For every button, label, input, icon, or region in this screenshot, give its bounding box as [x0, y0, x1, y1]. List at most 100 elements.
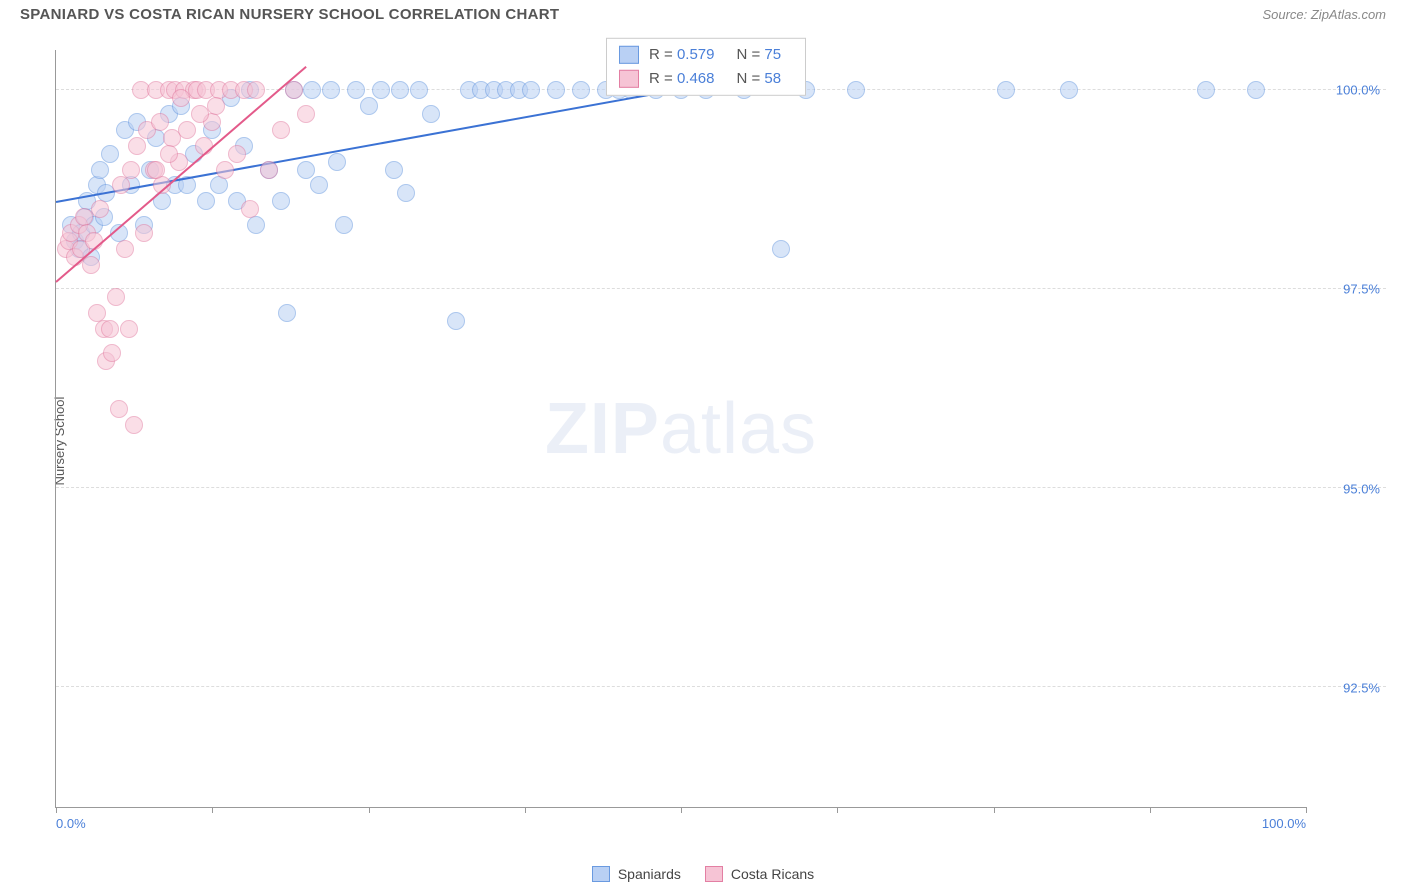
y-tick-label: 97.5% — [1343, 282, 1380, 297]
plot-area: ZIPatlas 0.0%100.0%R = 0.579N = 75R = 0.… — [55, 50, 1306, 808]
data-point — [328, 153, 346, 171]
r-value: R = 0.468 — [649, 70, 726, 87]
y-tick-label: 92.5% — [1343, 681, 1380, 696]
data-point — [1197, 81, 1215, 99]
legend-item: Spaniards — [592, 866, 681, 882]
data-point — [122, 161, 140, 179]
x-tick — [837, 807, 838, 813]
data-point — [1247, 81, 1265, 99]
data-point — [91, 200, 109, 218]
grid-line — [56, 288, 1386, 289]
data-point — [372, 81, 390, 99]
stats-row: R = 0.579 N = 75 — [607, 43, 805, 67]
y-tick-label: 100.0% — [1336, 82, 1380, 97]
data-point — [120, 320, 138, 338]
data-point — [447, 312, 465, 330]
data-point — [160, 145, 178, 163]
data-point — [303, 81, 321, 99]
data-point — [360, 97, 378, 115]
data-point — [110, 400, 128, 418]
data-point — [151, 113, 169, 131]
data-point — [422, 105, 440, 123]
data-point — [322, 81, 340, 99]
data-point — [210, 176, 228, 194]
watermark-bold: ZIP — [545, 389, 660, 469]
legend-item: Costa Ricans — [705, 866, 814, 882]
data-point — [247, 81, 265, 99]
data-point — [241, 200, 259, 218]
data-point — [410, 81, 428, 99]
data-point — [310, 176, 328, 194]
data-point — [772, 240, 790, 258]
legend-swatch — [592, 866, 610, 882]
watermark-rest: atlas — [660, 389, 817, 469]
data-point — [101, 320, 119, 338]
x-tick — [994, 807, 995, 813]
data-point — [272, 121, 290, 139]
data-point — [197, 192, 215, 210]
data-point — [178, 121, 196, 139]
data-point — [397, 184, 415, 202]
data-point — [272, 192, 290, 210]
data-point — [522, 81, 540, 99]
data-point — [207, 97, 225, 115]
data-point — [216, 161, 234, 179]
data-point — [547, 81, 565, 99]
legend-swatch — [619, 46, 639, 64]
data-point — [335, 216, 353, 234]
data-point — [128, 137, 146, 155]
data-point — [572, 81, 590, 99]
bottom-legend: Spaniards Costa Ricans — [0, 866, 1406, 882]
data-point — [228, 145, 246, 163]
data-point — [260, 161, 278, 179]
data-point — [247, 216, 265, 234]
stats-row: R = 0.468 N = 58 — [607, 67, 805, 91]
x-tick — [525, 807, 526, 813]
data-point — [101, 145, 119, 163]
data-point — [103, 344, 121, 362]
grid-line — [56, 686, 1386, 687]
data-point — [82, 256, 100, 274]
x-tick — [56, 807, 57, 813]
x-tick — [369, 807, 370, 813]
source-label: Source: ZipAtlas.com — [1262, 7, 1386, 22]
data-point — [278, 304, 296, 322]
data-point — [75, 208, 93, 226]
legend-label: Costa Ricans — [731, 866, 814, 882]
data-point — [91, 161, 109, 179]
data-point — [997, 81, 1015, 99]
grid-line — [56, 487, 1386, 488]
chart-title: SPANIARD VS COSTA RICAN NURSERY SCHOOL C… — [20, 6, 559, 23]
r-value: R = 0.579 — [649, 46, 726, 63]
legend-swatch — [705, 866, 723, 882]
data-point — [135, 224, 153, 242]
data-point — [347, 81, 365, 99]
chart-container: Nursery School ZIPatlas 0.0%100.0%R = 0.… — [40, 50, 1386, 832]
legend-label: Spaniards — [618, 866, 681, 882]
data-point — [847, 81, 865, 99]
data-point — [297, 105, 315, 123]
data-point — [172, 89, 190, 107]
n-value: N = 75 — [736, 46, 793, 63]
data-point — [147, 161, 165, 179]
x-label-min: 0.0% — [56, 816, 86, 831]
x-label-max: 100.0% — [1262, 816, 1306, 831]
data-point — [125, 416, 143, 434]
data-point — [385, 161, 403, 179]
x-tick — [1150, 807, 1151, 813]
n-value: N = 58 — [736, 70, 793, 87]
data-point — [107, 288, 125, 306]
legend-swatch — [619, 70, 639, 88]
x-tick — [681, 807, 682, 813]
data-point — [1060, 81, 1078, 99]
data-point — [112, 176, 130, 194]
data-point — [191, 105, 209, 123]
y-tick-label: 95.0% — [1343, 481, 1380, 496]
data-point — [116, 240, 134, 258]
data-point — [297, 161, 315, 179]
data-point — [391, 81, 409, 99]
watermark: ZIPatlas — [545, 388, 817, 470]
stats-box: R = 0.579 N = 75 R = 0.468 N = 58 — [606, 38, 806, 96]
x-tick — [212, 807, 213, 813]
y-tick-labels: 92.5% 95.0% 97.5% 100.0% — [1306, 50, 1386, 808]
